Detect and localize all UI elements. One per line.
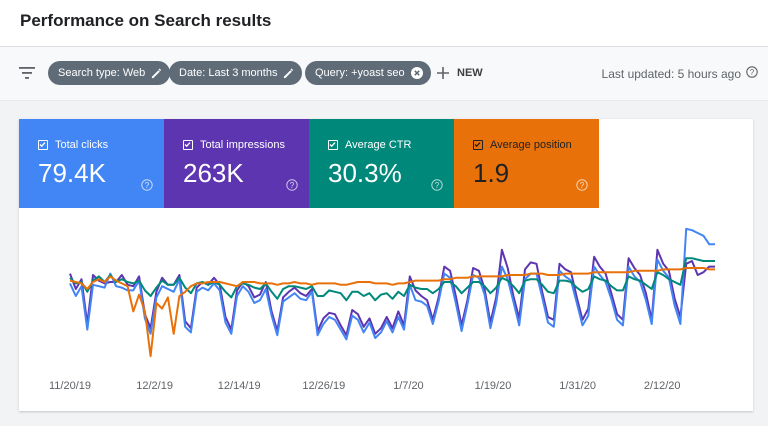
metric-average-position[interactable]: Average position 1.9 ? xyxy=(454,119,599,208)
edit-icon[interactable] xyxy=(151,68,162,79)
x-tick-label: 1/7/20 xyxy=(393,380,424,392)
x-tick-label: 12/14/19 xyxy=(218,380,261,392)
help-icon[interactable]: ? xyxy=(576,178,588,196)
series-line-total-impressions[interactable] xyxy=(69,248,715,337)
metric-label: Average CTR xyxy=(345,139,412,151)
filter-icon[interactable] xyxy=(19,66,35,84)
last-updated: Last updated: 5 hours ago ? xyxy=(602,66,758,81)
chip-label: Query: +yoast seo xyxy=(315,67,405,79)
metric-total-clicks[interactable]: Total clicks 79.4K ? xyxy=(19,119,164,208)
x-tick-label: 12/26/19 xyxy=(302,380,345,392)
metric-label: Total impressions xyxy=(200,139,285,151)
chip-label: Search type: Web xyxy=(58,67,146,79)
checkbox-icon[interactable] xyxy=(328,140,338,150)
filter-bar: Search type: Web Date: Last 3 months Que… xyxy=(0,47,768,101)
svg-text:?: ? xyxy=(580,181,585,190)
new-filter-button[interactable]: NEW xyxy=(437,63,483,83)
metric-value: 1.9 xyxy=(473,158,510,188)
metric-value: 30.3% xyxy=(328,158,402,188)
series-line-total-clicks[interactable] xyxy=(69,227,715,341)
metric-label: Average position xyxy=(490,139,572,151)
metric-value: 263K xyxy=(183,158,244,188)
chip-label: Date: Last 3 months xyxy=(179,67,278,79)
metric-label: Total clicks xyxy=(55,139,109,151)
filter-chip-query[interactable]: Query: +yoast seo xyxy=(305,61,431,85)
metric-average-ctr[interactable]: Average CTR 30.3% ? xyxy=(309,119,454,208)
svg-text:?: ? xyxy=(145,181,150,190)
metric-value: 79.4K xyxy=(38,158,106,188)
x-tick-label: 11/20/19 xyxy=(49,380,91,392)
help-icon[interactable]: ? xyxy=(741,66,758,81)
help-icon[interactable]: ? xyxy=(141,178,153,196)
svg-text:?: ? xyxy=(290,181,295,190)
performance-line-chart[interactable]: 11/20/19 12/2/19 12/14/19 12/26/19 1/7/20 1/1… xyxy=(19,119,753,411)
x-tick-label: 1/31/20 xyxy=(559,380,596,392)
new-filter-label: NEW xyxy=(457,67,483,79)
last-updated-text: Last updated: 5 hours ago xyxy=(601,66,741,81)
performance-card: Total clicks 79.4K ? Total impressions 2… xyxy=(19,119,753,411)
svg-text:?: ? xyxy=(750,68,755,77)
checkbox-icon[interactable] xyxy=(473,140,483,150)
help-icon[interactable]: ? xyxy=(286,178,298,196)
metric-total-impressions[interactable]: Total impressions 263K ? xyxy=(164,119,309,208)
page-title: Performance on Search results xyxy=(20,11,272,30)
x-tick-label: 2/12/20 xyxy=(644,380,681,392)
svg-text:?: ? xyxy=(435,181,440,190)
edit-icon[interactable] xyxy=(283,68,294,79)
filter-chip-search-type[interactable]: Search type: Web xyxy=(48,61,171,85)
series-line-average-ctr[interactable] xyxy=(69,257,715,302)
checkbox-icon[interactable] xyxy=(38,140,48,150)
page-header: Performance on Search results xyxy=(0,0,768,47)
checkbox-icon[interactable] xyxy=(183,140,193,150)
x-tick-label: 12/2/19 xyxy=(136,380,173,392)
x-tick-label: 1/19/20 xyxy=(475,380,512,392)
close-circle-icon[interactable] xyxy=(410,67,423,79)
filter-chip-date[interactable]: Date: Last 3 months xyxy=(169,61,303,85)
series-line-average-position[interactable] xyxy=(69,267,715,358)
plus-icon xyxy=(437,67,449,79)
help-icon[interactable]: ? xyxy=(431,178,443,196)
